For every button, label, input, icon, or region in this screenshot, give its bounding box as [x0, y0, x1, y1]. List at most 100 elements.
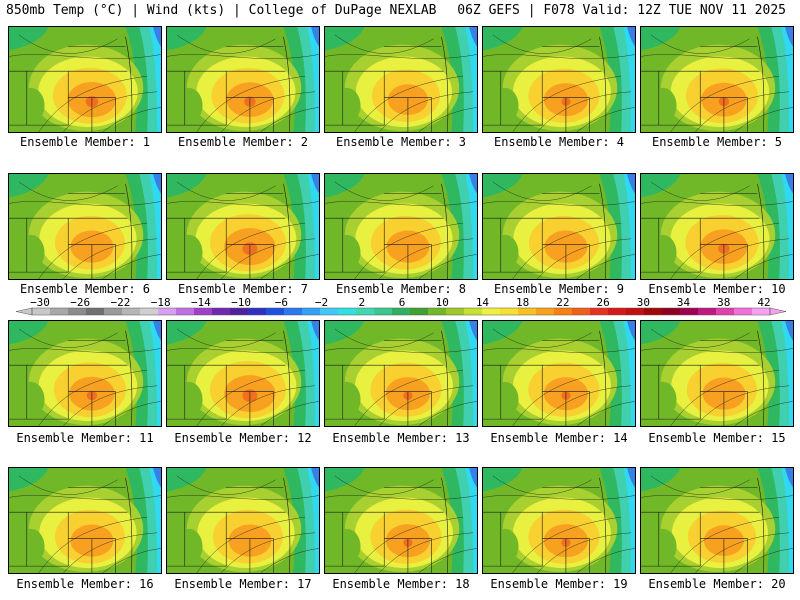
colorbar-swatch	[32, 308, 51, 315]
temperature-map	[9, 468, 161, 573]
ensemble-member-label: Ensemble Member: 14	[490, 431, 628, 445]
ensemble-member-label: Ensemble Member: 20	[648, 577, 786, 591]
colorbar-tick-label: −22	[111, 297, 131, 309]
temperature-map	[9, 174, 161, 279]
ensemble-member-label: Ensemble Member: 2	[177, 135, 309, 149]
ensemble-member-label: Ensemble Member: 1	[19, 135, 151, 149]
colorbar-tick-label: 2	[358, 297, 365, 309]
ensemble-member-label: Ensemble Member: 9	[493, 282, 625, 296]
colorbar-swatch	[86, 308, 105, 315]
map-panel-member-10	[640, 173, 794, 280]
map-panel-member-15	[640, 320, 794, 427]
temperature-map	[167, 27, 319, 132]
ensemble-member-label: Ensemble Member: 5	[651, 135, 783, 149]
map-panel-member-20	[640, 467, 794, 574]
colorbar-swatch	[212, 308, 231, 315]
colorbar-swatch	[104, 308, 123, 315]
map-panel-member-7	[166, 173, 320, 280]
temperature-map	[641, 321, 793, 426]
header-right-title: 06Z GEFS | F078 Valid: 12Z TUE NOV 11 20…	[457, 3, 786, 18]
colorbar-swatch	[428, 308, 447, 315]
colorbar-swatch	[392, 308, 411, 315]
map-panel-member-1	[8, 26, 162, 133]
colorbar-swatch	[680, 308, 699, 315]
temperature-map	[641, 174, 793, 279]
colorbar-tick-label: 14	[476, 297, 490, 309]
temperature-map	[483, 27, 635, 132]
ensemble-member-label: Ensemble Member: 17	[174, 577, 312, 591]
map-panel-member-16	[8, 467, 162, 574]
map-panel-member-17	[166, 467, 320, 574]
colorbar-swatch	[410, 308, 429, 315]
colorbar-swatch	[374, 308, 393, 315]
colorbar-swatch	[176, 308, 195, 315]
colorbar-swatch	[302, 308, 321, 315]
temperature-map	[325, 27, 477, 132]
colorbar-tick-label: 42	[757, 297, 770, 309]
ensemble-member-label: Ensemble Member: 10	[648, 282, 786, 296]
temperature-map	[167, 174, 319, 279]
map-panel-member-12	[166, 320, 320, 427]
ensemble-member-label: Ensemble Member: 13	[332, 431, 470, 445]
colorbar-swatch	[338, 308, 357, 315]
colorbar-right-arrow	[769, 307, 787, 316]
colorbar-tick-label: 38	[717, 297, 730, 309]
colorbar-swatch	[572, 308, 591, 315]
colorbar-tick-label: 34	[677, 297, 691, 309]
temperature-colorbar: −30 −26 −22 −18 −14 −10 −6 −2 2 6 10 14 18 22 26 30 34 38…	[0, 297, 800, 319]
colorbar-swatch	[626, 308, 645, 315]
temperature-map	[325, 174, 477, 279]
colorbar-swatch	[734, 308, 753, 315]
colorbar-swatch	[284, 308, 303, 315]
temperature-map	[9, 27, 161, 132]
colorbar-swatch	[518, 308, 537, 315]
map-panel-member-6	[8, 173, 162, 280]
temperature-map	[483, 468, 635, 573]
colorbar-swatch	[608, 308, 627, 315]
map-panel-member-18	[324, 467, 478, 574]
colorbar-swatch	[50, 308, 69, 315]
map-panel-member-19	[482, 467, 636, 574]
temperature-map	[167, 468, 319, 573]
temperature-map	[641, 468, 793, 573]
colorbar-swatch	[482, 308, 501, 315]
ensemble-member-label: Ensemble Member: 15	[648, 431, 786, 445]
map-panel-member-9	[482, 173, 636, 280]
colorbar-swatch	[194, 308, 213, 315]
map-panel-member-11	[8, 320, 162, 427]
map-panel-member-3	[324, 26, 478, 133]
colorbar-tick-label: −6	[275, 297, 288, 309]
colorbar-swatch	[122, 308, 141, 315]
colorbar-swatch	[644, 308, 663, 315]
ensemble-member-label: Ensemble Member: 12	[174, 431, 312, 445]
colorbar-tick-label: −30	[30, 297, 50, 309]
colorbar-left-arrow	[15, 307, 33, 316]
colorbar-swatch	[536, 308, 555, 315]
ensemble-member-label: Ensemble Member: 4	[493, 135, 625, 149]
temperature-map	[325, 321, 477, 426]
colorbar-swatch	[464, 308, 483, 315]
colorbar-swatch	[140, 308, 159, 315]
colorbar-tick-label: −10	[231, 297, 251, 309]
ensemble-member-label: Ensemble Member: 3	[335, 135, 467, 149]
map-panel-member-4	[482, 26, 636, 133]
colorbar-tick-label: 22	[556, 297, 569, 309]
colorbar-svg: −30 −26 −22 −18 −14 −10 −6 −2 2 6 10 14 18 22 26 30 34 38…	[15, 297, 787, 316]
colorbar-swatch	[320, 308, 339, 315]
ensemble-member-label: Ensemble Member: 19	[490, 577, 628, 591]
map-panel-member-14	[482, 320, 636, 427]
temperature-map	[483, 174, 635, 279]
colorbar-tick-label: −18	[151, 297, 171, 309]
temperature-map	[167, 321, 319, 426]
colorbar-tick-label: 6	[399, 297, 406, 309]
header-left-title: 850mb Temp (°C) | Wind (kts) | College o…	[6, 3, 437, 18]
colorbar-tick-label: 30	[637, 297, 650, 309]
ensemble-member-label: Ensemble Member: 11	[16, 431, 154, 445]
colorbar-tick-label: 10	[436, 297, 449, 309]
colorbar-swatch	[446, 308, 465, 315]
colorbar-swatch	[590, 308, 609, 315]
colorbar-tick-label: 26	[596, 297, 609, 309]
ensemble-member-label: Ensemble Member: 8	[335, 282, 467, 296]
colorbar-swatch	[68, 308, 87, 315]
ensemble-member-label: Ensemble Member: 16	[16, 577, 154, 591]
